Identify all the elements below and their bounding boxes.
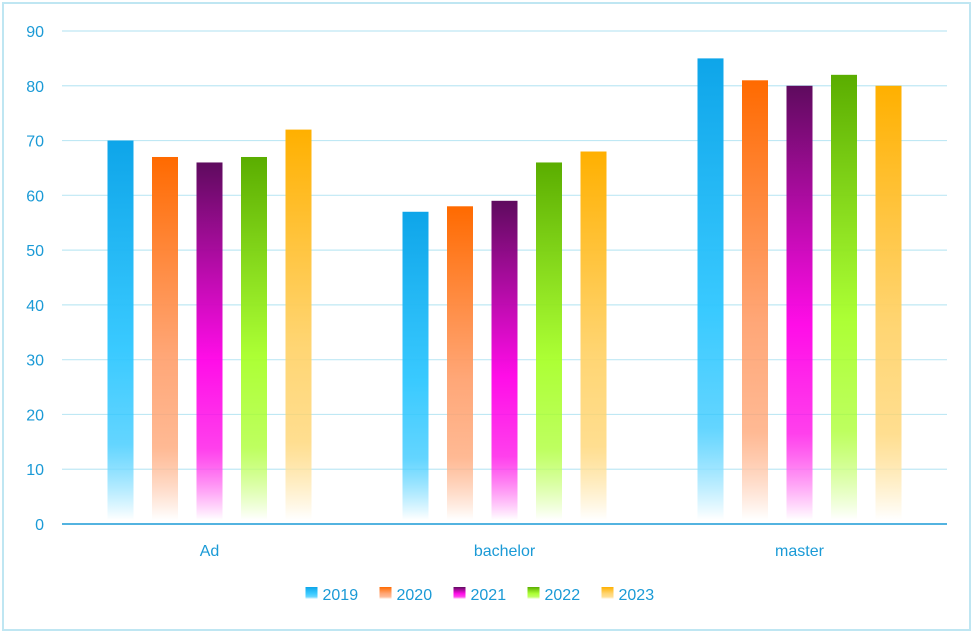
legend-label: 2019 — [323, 587, 359, 604]
bar-2022-bachelor — [536, 162, 562, 520]
bars — [107, 58, 902, 521]
legend-swatch-2022 — [527, 587, 540, 599]
y-tick-label: 70 — [26, 134, 44, 151]
bar-2023-master — [875, 85, 902, 521]
x-category-label: bachelor — [474, 543, 536, 560]
legend: 2019 2020 2021 2022 2023 — [305, 587, 655, 604]
y-axis-ticks: 0 10 20 30 40 50 60 70 80 90 — [26, 24, 44, 534]
bar-2023-Ad — [285, 129, 312, 520]
bar-2021-Ad — [196, 162, 223, 520]
y-tick-label: 30 — [26, 353, 44, 370]
y-tick-label: 10 — [26, 462, 44, 479]
legend-label: 2020 — [397, 587, 433, 604]
legend-swatch-2023 — [601, 587, 614, 599]
y-tick-label: 20 — [26, 407, 44, 424]
legend-label: 2021 — [471, 587, 507, 604]
bar-2020-bachelor — [447, 206, 473, 521]
x-category-label: Ad — [200, 543, 220, 560]
y-tick-label: 90 — [26, 24, 44, 41]
x-axis-categories: Ad bachelor master — [200, 543, 825, 560]
legend-swatch-2019 — [305, 587, 318, 599]
bar-2019-master — [697, 58, 724, 521]
bar-2019-bachelor — [402, 211, 429, 520]
y-tick-label: 0 — [35, 517, 44, 534]
bar-2022-master — [831, 74, 857, 521]
y-tick-label: 40 — [26, 298, 44, 315]
bar-2019-Ad — [107, 140, 134, 521]
bar-2023-bachelor — [580, 151, 607, 520]
x-category-label: master — [775, 543, 825, 560]
y-tick-label: 80 — [26, 79, 44, 96]
legend-swatch-2020 — [379, 587, 392, 599]
legend-label: 2023 — [619, 587, 655, 604]
bar-2021-bachelor — [491, 200, 518, 521]
bar-2021-master — [786, 85, 813, 521]
bar-2020-master — [742, 80, 768, 521]
legend-swatch-2021 — [453, 587, 466, 599]
bar-2020-Ad — [152, 156, 178, 520]
y-tick-label: 50 — [26, 243, 44, 260]
y-tick-label: 60 — [26, 188, 44, 205]
bar-2022-Ad — [241, 156, 267, 520]
legend-label: 2022 — [545, 587, 581, 604]
